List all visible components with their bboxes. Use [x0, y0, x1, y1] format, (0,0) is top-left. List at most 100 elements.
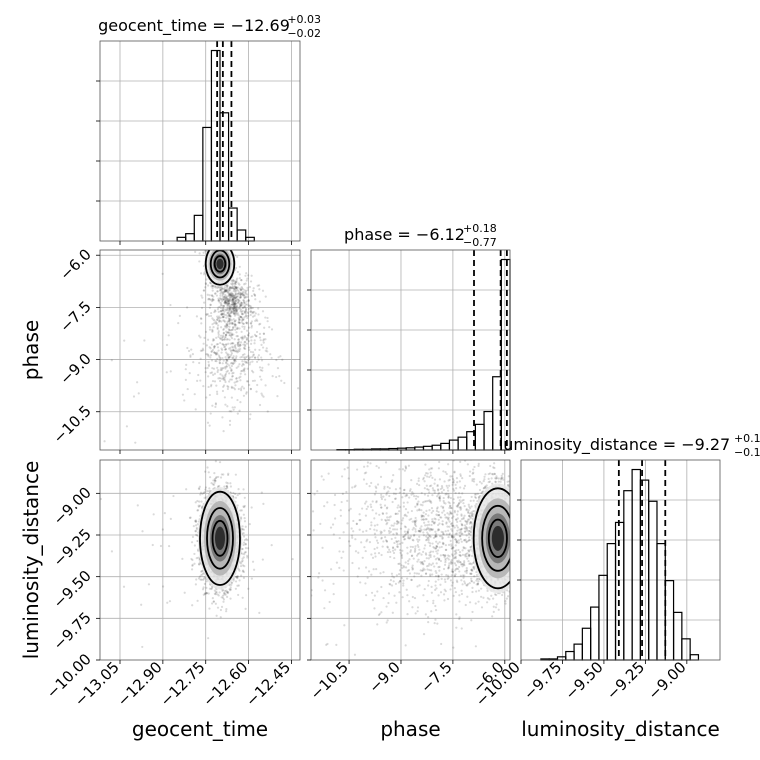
scatter-point — [228, 296, 231, 299]
scatter-point — [250, 294, 253, 298]
scatter-point — [225, 595, 229, 598]
scatter-point — [230, 333, 234, 336]
scatter-point — [245, 310, 248, 314]
scatter-point — [233, 282, 236, 285]
scatter-point — [215, 294, 219, 297]
scatter-point — [195, 528, 198, 531]
scatter-point — [234, 347, 237, 350]
scatter-point — [217, 335, 220, 338]
scatter-point — [218, 461, 222, 464]
scatter-point — [216, 485, 220, 488]
scatter-point — [264, 338, 267, 341]
scatter-point — [219, 294, 222, 297]
scatter-point — [202, 586, 205, 589]
scatter-point — [323, 397, 325, 399]
scatter-point — [196, 509, 199, 512]
scatter-point — [217, 297, 220, 300]
scatter-point — [222, 306, 225, 309]
scatter-point — [225, 610, 228, 613]
scatter-point — [228, 289, 232, 292]
scatter-point — [221, 295, 224, 298]
scatter-point — [184, 368, 187, 371]
scatter-point — [200, 317, 203, 320]
scatter-point — [249, 350, 253, 354]
scatter-point — [227, 300, 230, 303]
scatter-point — [216, 290, 219, 293]
scatter-point — [258, 366, 262, 369]
scatter-point — [264, 349, 267, 352]
scatter-point — [206, 466, 209, 469]
scatter-point — [242, 343, 245, 346]
scatter-point — [213, 479, 217, 482]
scatter-point — [233, 302, 236, 305]
scatter-point — [217, 333, 220, 336]
scatter-point — [224, 299, 227, 302]
scatter-point — [466, 521, 469, 524]
scatter-point — [219, 476, 223, 479]
scatter-point — [249, 361, 252, 364]
scatter-point — [243, 310, 247, 313]
scatter-point — [223, 290, 226, 293]
scatter-point — [276, 395, 279, 398]
scatter-point — [240, 285, 243, 289]
scatter-point — [234, 307, 237, 310]
scatter-point — [241, 338, 244, 341]
scatter-point — [237, 593, 240, 597]
scatter-point — [241, 292, 244, 295]
scatter-point — [228, 410, 231, 413]
scatter-point — [216, 245, 218, 247]
scatter-point — [110, 550, 114, 553]
scatter-point — [224, 290, 227, 293]
scatter-point — [210, 294, 214, 297]
scatter-point — [218, 319, 221, 322]
scatter-point — [247, 274, 250, 277]
gridlines — [311, 250, 510, 450]
scatter-point — [227, 313, 230, 316]
scatter-point — [232, 342, 235, 345]
scatter-point — [236, 277, 239, 280]
scatter-point — [196, 379, 199, 382]
scatter-point — [221, 335, 225, 339]
scatter-point — [225, 297, 228, 300]
scatter-point — [260, 359, 264, 362]
scatter-point — [258, 288, 261, 291]
scatter-point — [210, 359, 214, 362]
scatter-point — [215, 351, 219, 354]
scatter-point — [510, 572, 512, 574]
title-subscript: −0.14 — [734, 446, 760, 459]
scatter-point — [239, 344, 242, 347]
scatter-point — [239, 303, 242, 306]
scatter-point — [246, 380, 250, 383]
scatter-point — [234, 304, 237, 307]
scatter-point — [239, 379, 242, 382]
scatter-point — [225, 297, 228, 300]
scatter-point — [243, 553, 246, 556]
scatter-point — [244, 315, 247, 318]
x-tick-label: −12.60 — [199, 658, 251, 710]
scatter-point — [213, 351, 216, 354]
scatter-point — [253, 356, 257, 359]
scatter-point — [221, 338, 224, 342]
scatter-point — [248, 417, 251, 420]
scatter-point — [230, 386, 233, 389]
scatter-point — [221, 338, 224, 341]
scatter-point — [222, 343, 226, 347]
scatter-point — [230, 299, 233, 303]
scatter-point — [200, 570, 203, 573]
scatter-point — [232, 326, 235, 329]
scatter-point — [210, 350, 213, 353]
scatter-point — [193, 552, 196, 556]
scatter-point — [254, 298, 257, 301]
scatter-point — [232, 296, 235, 299]
scatter-point — [261, 394, 264, 397]
scatter-point — [228, 304, 231, 308]
scatter-point — [234, 293, 237, 296]
scatter-point — [244, 347, 247, 351]
scatter-point — [226, 359, 229, 363]
scatter-point — [214, 359, 217, 363]
scatter-point — [198, 260, 201, 263]
scatter-point — [250, 311, 253, 314]
scatter-point — [251, 560, 255, 563]
scatter-point — [215, 247, 217, 249]
scatter-point — [210, 285, 213, 288]
